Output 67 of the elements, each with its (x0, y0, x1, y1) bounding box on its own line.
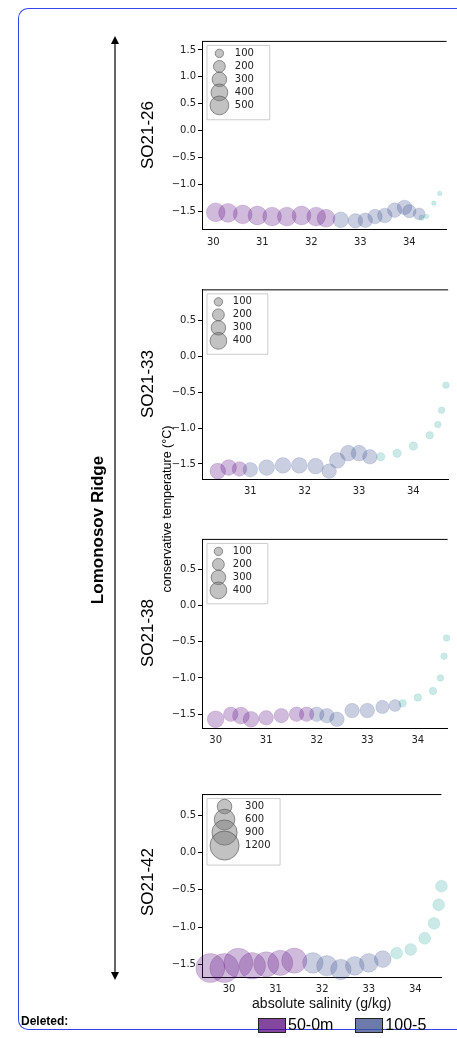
text: SO21-38 (138, 598, 158, 668)
x-tick-label: 34 (409, 982, 422, 994)
legend-label: 1200 (245, 839, 271, 851)
x-tick-label: 32 (298, 484, 312, 496)
y-tick-label: −0.5 (171, 883, 196, 895)
legend-label: 900 (245, 826, 265, 838)
legend-label: 100 (232, 544, 252, 556)
x-tick-label: 32 (304, 235, 318, 247)
text: SO21-26 (138, 100, 158, 169)
x-tick-label: 30 (222, 982, 236, 994)
text: SO21-33 (138, 349, 158, 419)
y-tick-label: −1.5 (171, 957, 196, 969)
x-tick-label: 30 (206, 235, 220, 247)
y-tick-label: 0.0 (180, 599, 196, 610)
y-axis-title: conservative temperature (°C) (160, 425, 174, 593)
y-tick-label: −1.0 (171, 671, 196, 683)
y-tick-label: −1.5 (171, 707, 196, 719)
y-tick-label: 0.0 (180, 124, 196, 136)
x-tick-label: 32 (315, 982, 329, 994)
y-tick-label: −1.0 (171, 920, 196, 932)
x-tick-label: 33 (362, 982, 376, 994)
text: Lomonosov Ridge (88, 455, 108, 605)
x-tick-label: 32 (310, 733, 324, 745)
legend-label: 300 (232, 570, 252, 582)
legend-label: 200 (232, 557, 252, 569)
x-tick-label: 33 (352, 484, 366, 496)
x-tick-label: 34 (407, 484, 420, 496)
y-tick-label: −1.0 (171, 177, 196, 189)
legend-label: 100 (234, 46, 254, 58)
legend-label: 400 (232, 334, 252, 346)
legend-label: 500 (234, 98, 254, 110)
legend-label: 100 (232, 295, 252, 307)
x-tick-label: 34 (402, 235, 416, 247)
text: SO21-42 (138, 847, 158, 917)
legend-label: 50-0m (288, 1016, 334, 1034)
y-tick-label: 1.5 (180, 43, 196, 55)
text: Deleted: (21, 1014, 69, 1028)
x-tick-label: 31 (259, 733, 273, 745)
x-tick-label: 34 (411, 733, 425, 745)
y-tick-label: 0.0 (180, 846, 196, 858)
legend-label: 400 (234, 85, 254, 97)
y-tick-label: 0.5 (180, 808, 196, 820)
y-tick-label: −1.5 (171, 204, 196, 216)
y-tick-label: 1.0 (180, 70, 196, 82)
x-tick-label: 33 (353, 235, 367, 247)
y-tick-label: 0.5 (180, 314, 196, 326)
x-axis-title: absolute salinity (g/kg) (252, 995, 392, 1012)
y-tick-label: 0.5 (180, 97, 196, 109)
legend-label: 300 (232, 321, 252, 333)
y-tick-label: −0.5 (171, 151, 196, 163)
legend-label: 600 (245, 813, 265, 825)
x-tick-label: 31 (255, 235, 269, 247)
legend-label: 100-5 (385, 1016, 427, 1034)
legend-label: 200 (234, 59, 254, 71)
legend-label: 400 (232, 583, 252, 595)
x-tick-label: 31 (243, 484, 257, 496)
y-tick-label: −0.5 (171, 635, 196, 647)
legend-label: 200 (232, 308, 252, 320)
y-tick-label: 0.0 (180, 350, 196, 362)
legend-label: 300 (234, 72, 254, 84)
x-tick-label: 30 (209, 733, 223, 745)
legend-label: 300 (245, 800, 265, 812)
x-tick-label: 33 (360, 733, 374, 745)
x-tick-label: 31 (269, 982, 282, 994)
y-tick-label: −1.5 (171, 457, 196, 469)
y-tick-label: −0.5 (171, 385, 196, 397)
y-tick-label: 0.5 (180, 562, 196, 574)
